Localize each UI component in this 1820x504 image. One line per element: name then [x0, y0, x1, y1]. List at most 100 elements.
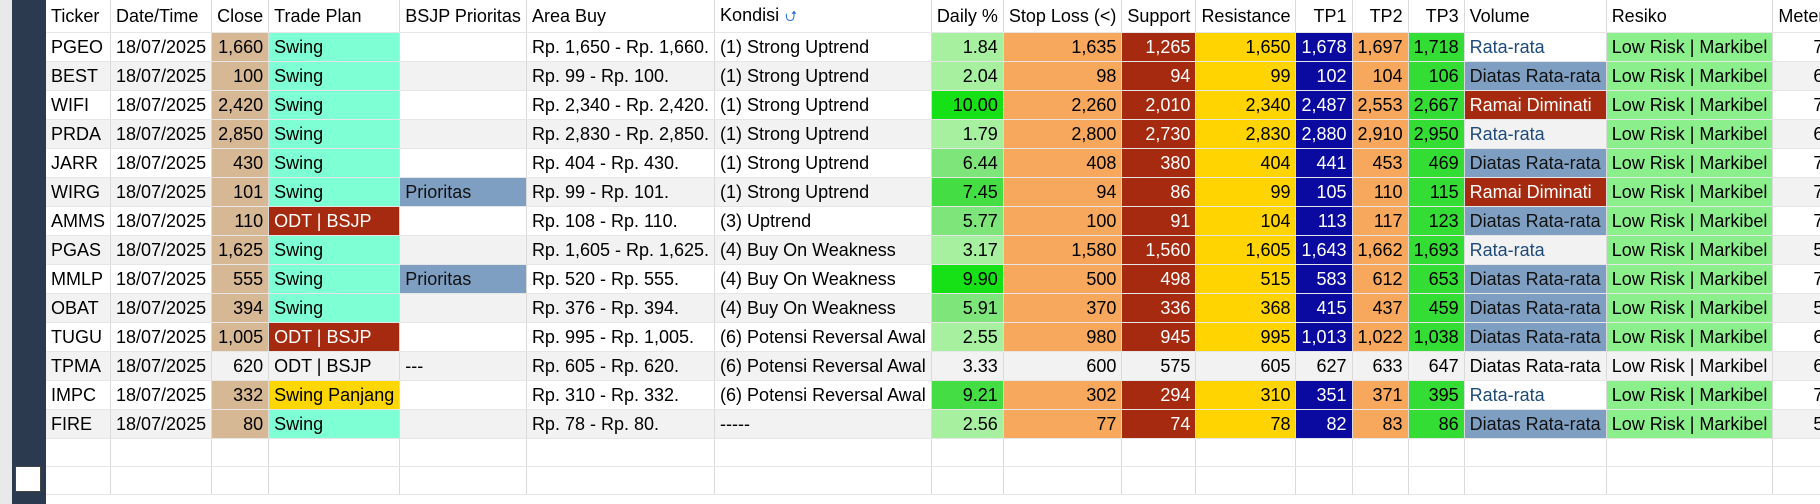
bsjp-prioritas-cell[interactable]	[399, 293, 527, 323]
date-cell[interactable]: 18/07/2025	[110, 322, 213, 352]
daily-pct-cell[interactable]: 9.90	[931, 264, 1004, 294]
column-header[interactable]: Ticker	[46, 0, 111, 33]
resistance-cell[interactable]: 104	[1195, 206, 1297, 236]
tp1-cell[interactable]: 1,643	[1295, 235, 1353, 265]
empty-cell[interactable]	[526, 438, 716, 467]
volume-cell[interactable]: Ramai Diminati	[1464, 90, 1607, 120]
date-cell[interactable]: 18/07/2025	[110, 61, 213, 91]
kondisi-cell[interactable]: (6) Potensi Reversal Awal	[714, 351, 932, 381]
column-header[interactable]: Area Buy	[526, 0, 716, 33]
tp1-cell[interactable]: 583	[1295, 264, 1353, 294]
trade-plan-cell[interactable]: Swing	[268, 264, 401, 294]
date-cell[interactable]: 18/07/2025	[110, 380, 213, 410]
empty-cell[interactable]	[1195, 438, 1297, 467]
kondisi-cell[interactable]: (6) Potensi Reversal Awal	[714, 322, 932, 352]
bsjp-prioritas-cell[interactable]	[399, 61, 527, 91]
stop-loss-cell[interactable]: 98	[1003, 61, 1123, 91]
close-cell[interactable]: 555	[211, 264, 270, 294]
meters-cell[interactable]: 68	[1772, 351, 1820, 381]
meters-cell[interactable]: 70	[1772, 32, 1820, 62]
ticker-cell[interactable]: PRDA	[46, 119, 111, 149]
area-buy-cell[interactable]: Rp. 78 - Rp. 80.	[526, 409, 716, 439]
tp3-cell[interactable]: 2,667	[1408, 90, 1465, 120]
daily-pct-cell[interactable]: 1.79	[931, 119, 1004, 149]
kondisi-cell[interactable]: (4) Buy On Weakness	[714, 293, 932, 323]
meters-cell[interactable]: 74	[1772, 90, 1820, 120]
daily-pct-cell[interactable]: 3.33	[931, 351, 1004, 381]
empty-cell[interactable]	[1606, 466, 1774, 495]
date-cell[interactable]: 18/07/2025	[110, 119, 213, 149]
trade-plan-cell[interactable]: ODT | BSJP	[268, 351, 401, 381]
tp3-cell[interactable]: 115	[1408, 177, 1465, 207]
tp1-cell[interactable]: 1,678	[1295, 32, 1353, 62]
column-header[interactable]: Support	[1121, 0, 1197, 33]
tp2-cell[interactable]: 2,910	[1352, 119, 1409, 149]
column-header[interactable]: Meters	[1772, 0, 1820, 33]
tp2-cell[interactable]: 110	[1352, 177, 1409, 207]
daily-pct-cell[interactable]: 9.21	[931, 380, 1004, 410]
empty-cell[interactable]	[46, 438, 111, 467]
stop-loss-cell[interactable]: 500	[1003, 264, 1123, 294]
stop-loss-cell[interactable]: 94	[1003, 177, 1123, 207]
close-cell[interactable]: 1,625	[211, 235, 270, 265]
sort-arrow-icon[interactable]: ⮍	[785, 8, 798, 25]
area-buy-cell[interactable]: Rp. 520 - Rp. 555.	[526, 264, 716, 294]
stop-loss-cell[interactable]: 980	[1003, 322, 1123, 352]
daily-pct-cell[interactable]: 5.77	[931, 206, 1004, 236]
table-row[interactable]: FIRE 18/07/2025 80 Swing Rp. 78 - Rp. 80. ---…	[46, 409, 1820, 439]
meters-cell[interactable]: 70	[1772, 264, 1820, 294]
empty-row[interactable]	[46, 438, 1820, 467]
resiko-cell[interactable]: Low Risk | Markibel	[1606, 90, 1774, 120]
bsjp-prioritas-cell[interactable]: Prioritas	[399, 177, 527, 207]
support-cell[interactable]: 91	[1121, 206, 1197, 236]
close-cell[interactable]: 620	[211, 351, 270, 381]
close-cell[interactable]: 1,660	[211, 32, 270, 62]
stop-loss-cell[interactable]: 600	[1003, 351, 1123, 381]
empty-cell[interactable]	[110, 466, 213, 495]
area-buy-cell[interactable]: Rp. 404 - Rp. 430.	[526, 148, 716, 178]
ticker-cell[interactable]: PGAS	[46, 235, 111, 265]
area-buy-cell[interactable]: Rp. 1,605 - Rp. 1,625.	[526, 235, 716, 265]
bsjp-prioritas-cell[interactable]	[399, 235, 527, 265]
tp2-cell[interactable]: 633	[1352, 351, 1409, 381]
bsjp-prioritas-cell[interactable]	[399, 206, 527, 236]
support-cell[interactable]: 945	[1121, 322, 1197, 352]
empty-cell[interactable]	[268, 438, 401, 467]
support-cell[interactable]: 336	[1121, 293, 1197, 323]
volume-cell[interactable]: Diatas Rata-rata	[1464, 322, 1607, 352]
select-all-box[interactable]	[15, 466, 41, 492]
column-header[interactable]: Stop Loss (<)	[1003, 0, 1123, 33]
column-header[interactable]: Date/Time	[110, 0, 213, 33]
empty-cell[interactable]	[399, 466, 527, 495]
area-buy-cell[interactable]: Rp. 376 - Rp. 394.	[526, 293, 716, 323]
resistance-cell[interactable]: 2,340	[1195, 90, 1297, 120]
close-cell[interactable]: 394	[211, 293, 270, 323]
tp3-cell[interactable]: 647	[1408, 351, 1465, 381]
empty-cell[interactable]	[268, 466, 401, 495]
support-cell[interactable]: 1,560	[1121, 235, 1197, 265]
table-row[interactable]: WIFI 18/07/2025 2,420 Swing Rp. 2,340 - Rp. …	[46, 90, 1820, 120]
empty-cell[interactable]	[211, 438, 270, 467]
table-row[interactable]: MMLP 18/07/2025 555 Swing Prioritas Rp. 520 -…	[46, 264, 1820, 294]
kondisi-cell[interactable]: (1) Strong Uptrend	[714, 32, 932, 62]
empty-cell[interactable]	[1295, 438, 1353, 467]
area-buy-cell[interactable]: Rp. 310 - Rp. 332.	[526, 380, 716, 410]
close-cell[interactable]: 80	[211, 409, 270, 439]
resiko-cell[interactable]: Low Risk | Markibel	[1606, 119, 1774, 149]
table-row[interactable]: JARR 18/07/2025 430 Swing Rp. 404 - Rp. 430.…	[46, 148, 1820, 178]
close-cell[interactable]: 1,005	[211, 322, 270, 352]
volume-cell[interactable]: Diatas Rata-rata	[1464, 409, 1607, 439]
tp1-cell[interactable]: 82	[1295, 409, 1353, 439]
tp2-cell[interactable]: 104	[1352, 61, 1409, 91]
column-header[interactable]: TP3	[1408, 0, 1465, 33]
tp1-cell[interactable]: 102	[1295, 61, 1353, 91]
volume-cell[interactable]: Diatas Rata-rata	[1464, 264, 1607, 294]
stop-loss-cell[interactable]: 2,800	[1003, 119, 1123, 149]
resiko-cell[interactable]: Low Risk | Markibel	[1606, 380, 1774, 410]
empty-cell[interactable]	[211, 466, 270, 495]
ticker-cell[interactable]: WIFI	[46, 90, 111, 120]
tp3-cell[interactable]: 86	[1408, 409, 1465, 439]
empty-cell[interactable]	[1772, 466, 1820, 495]
daily-pct-cell[interactable]: 3.17	[931, 235, 1004, 265]
empty-cell[interactable]	[1408, 438, 1465, 467]
